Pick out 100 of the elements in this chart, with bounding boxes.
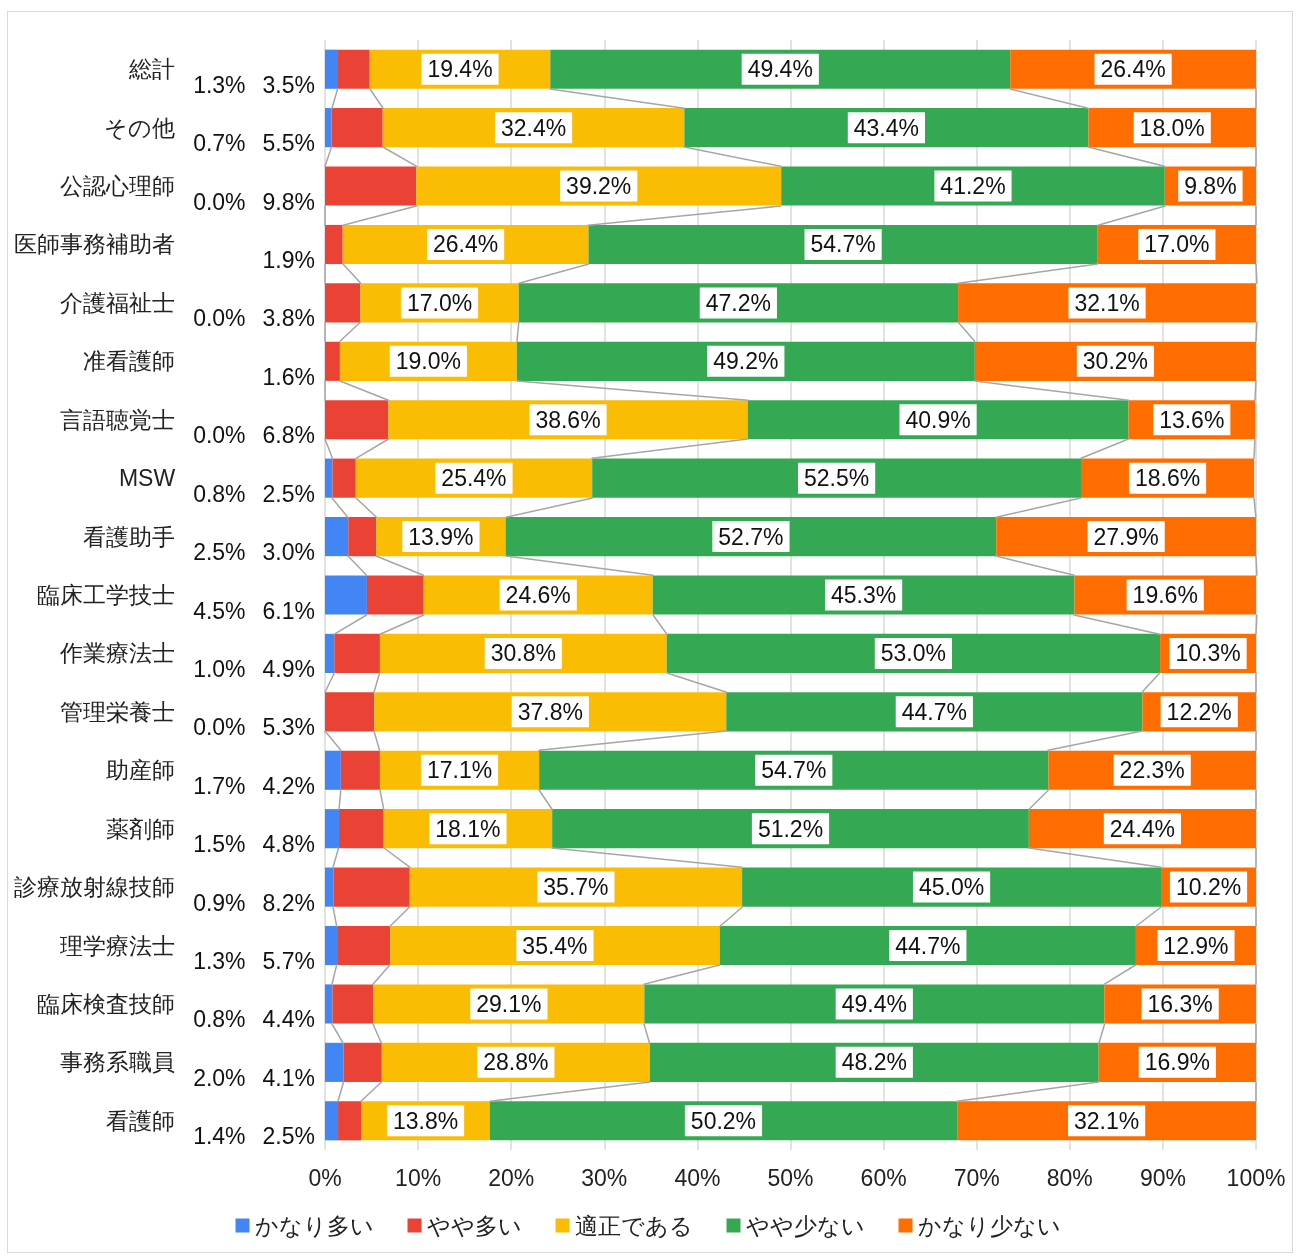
x-tick-label: 30% (581, 1164, 628, 1191)
data-label: 32.4% (500, 114, 567, 141)
data-label: 4.2% (262, 772, 315, 799)
x-tick-label: 20% (488, 1164, 535, 1191)
data-label: 54.7% (810, 231, 876, 258)
data-label: 26.4% (432, 231, 499, 258)
data-label: 13.6% (1159, 406, 1225, 433)
data-label: 48.2% (841, 1049, 907, 1076)
data-label: 45.0% (918, 874, 985, 901)
data-label: 30.2% (1082, 348, 1149, 375)
data-label: 16.9% (1144, 1049, 1210, 1076)
y-tick-label: 言語聴覚士 (60, 406, 176, 433)
data-label: 32.1% (1073, 1107, 1140, 1134)
y-tick-label: 看護師 (106, 1107, 176, 1134)
data-label: 24.6% (505, 582, 571, 608)
data-label: 0.0% (193, 188, 246, 215)
x-tick-label: 70% (953, 1164, 1000, 1191)
data-label: 5.3% (262, 714, 315, 741)
y-tick-label: 薬剤師 (106, 815, 176, 842)
data-label: 24.4% (1109, 815, 1176, 842)
legend-label: かなり少ない (917, 1212, 1061, 1239)
data-label: 19.0% (395, 348, 461, 375)
y-tick-label: 看護助手 (83, 523, 176, 550)
data-label: 28.8% (483, 1049, 549, 1076)
x-tick-label: 90% (1139, 1164, 1186, 1191)
data-label: 4.1% (262, 1064, 315, 1091)
data-label: 2.0% (193, 1064, 246, 1091)
y-tick-label: 助産師 (106, 757, 176, 784)
data-label: 38.6% (535, 406, 601, 433)
data-label: 1.6% (262, 363, 315, 390)
data-label: 3.0% (262, 539, 315, 566)
data-label: 2.5% (193, 539, 246, 566)
x-tick-label: 60% (860, 1164, 907, 1191)
data-label: 52.7% (718, 523, 784, 550)
x-tick-label: 100% (1226, 1164, 1286, 1191)
data-label: 2.5% (262, 480, 315, 507)
data-label: 49.2% (713, 348, 779, 375)
data-label: 1.0% (193, 655, 246, 682)
data-label: 52.5% (803, 465, 870, 492)
data-label: 37.8% (517, 698, 583, 725)
x-tick-label: 0% (308, 1164, 342, 1191)
data-label: 18.6% (1134, 465, 1201, 492)
data-label: 18.1% (435, 815, 501, 842)
data-label: 6.1% (262, 597, 315, 624)
data-label: 3.5% (262, 71, 315, 98)
data-label: 0.0% (193, 305, 246, 332)
data-label: 12.9% (1163, 932, 1229, 959)
data-label: 17.0% (406, 289, 473, 316)
data-label: 6.8% (262, 422, 315, 449)
data-label: 12.2% (1166, 698, 1232, 725)
data-label: 47.2% (705, 289, 771, 316)
y-tick-label: 管理栄養士 (60, 698, 176, 725)
data-label: 10.3% (1175, 640, 1241, 667)
data-label: 1.3% (193, 948, 246, 975)
data-label: 25.4% (441, 465, 507, 492)
data-label: 0.8% (193, 480, 246, 507)
data-label: 1.4% (193, 1123, 246, 1150)
data-label: 0.0% (193, 714, 246, 741)
data-label: 4.4% (262, 1006, 315, 1033)
x-tick-label: 50% (767, 1164, 814, 1191)
x-tick-label: 10% (395, 1164, 442, 1191)
data-label: 5.5% (262, 130, 315, 157)
y-tick-label: MSW (118, 465, 176, 492)
legend-label: 適正である (574, 1212, 693, 1239)
data-label: 27.9% (1093, 523, 1159, 550)
data-label: 29.1% (476, 990, 542, 1017)
data-label: 40.9% (905, 406, 971, 433)
y-tick-label: その他 (104, 114, 176, 141)
data-label: 9.8% (1184, 173, 1237, 200)
y-tick-label: 准看護師 (83, 348, 176, 375)
legend-label: かなり多い (254, 1212, 374, 1239)
y-tick-label: 総計 (128, 56, 176, 83)
data-label: 53.0% (880, 640, 946, 667)
data-label: 35.4% (522, 932, 588, 959)
data-label: 49.4% (841, 990, 907, 1017)
data-label: 1.9% (262, 246, 315, 273)
data-label: 0.7% (193, 130, 246, 157)
data-label: 1.3% (193, 71, 246, 98)
y-tick-label: 臨床工学技士 (37, 582, 176, 608)
y-tick-label: 理学療法士 (60, 932, 176, 959)
data-label: 45.3% (830, 582, 897, 608)
data-label: 50.2% (690, 1107, 757, 1134)
data-label: 0.9% (193, 889, 246, 916)
data-label: 16.3% (1147, 990, 1213, 1017)
legend-label: やや少ない (745, 1212, 865, 1239)
y-tick-label: 医師事務補助者 (14, 231, 176, 258)
data-label: 54.7% (761, 757, 827, 784)
data-label: 4.8% (262, 831, 315, 858)
data-label: 19.4% (427, 56, 493, 83)
y-tick-label: 介護福祉士 (60, 289, 176, 316)
y-tick-label: 臨床検査技師 (37, 990, 176, 1017)
data-label: 2.5% (262, 1123, 315, 1150)
data-label: 13.8% (392, 1107, 459, 1134)
data-label: 9.8% (262, 188, 315, 215)
data-label: 44.7% (901, 698, 967, 725)
data-label: 13.9% (408, 523, 474, 550)
y-tick-label: 作業療法士 (59, 640, 176, 667)
data-label: 8.2% (262, 889, 315, 916)
data-label: 26.4% (1100, 56, 1166, 83)
data-label: 35.7% (543, 874, 609, 901)
